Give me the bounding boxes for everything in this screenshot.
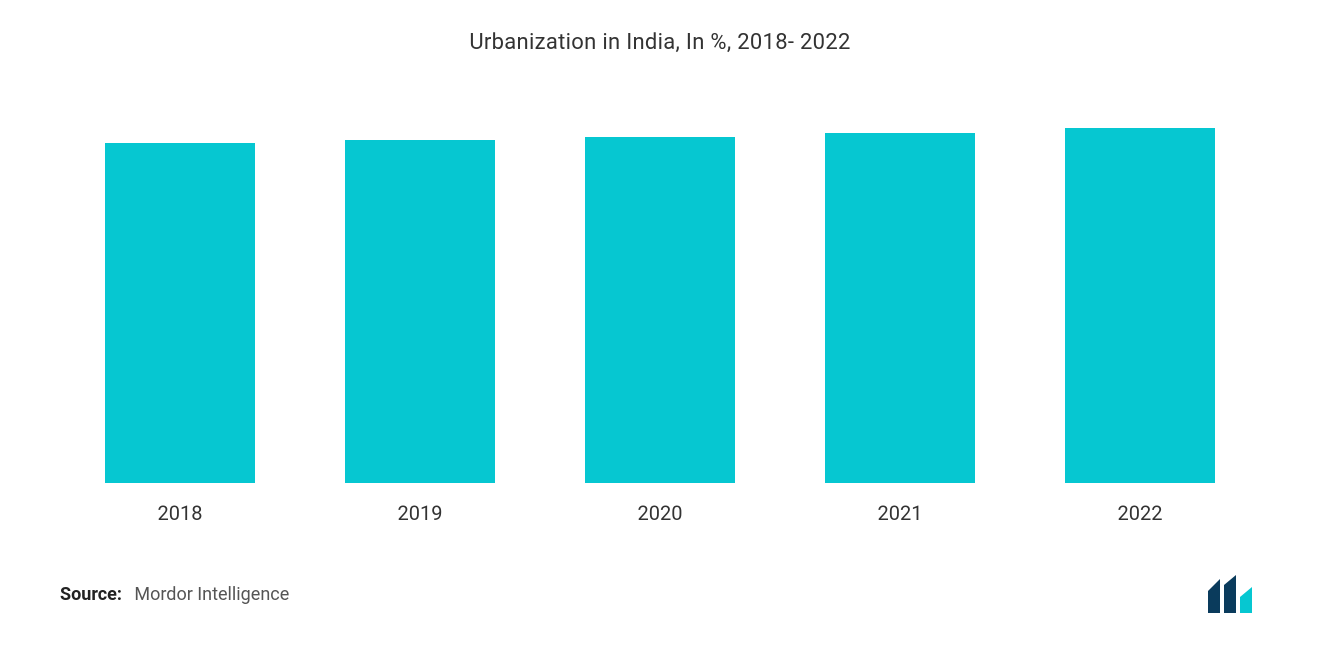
brand-logo-icon: [1204, 575, 1260, 613]
bar: [105, 143, 255, 483]
chart-footer: Source: Mordor Intelligence: [50, 575, 1270, 613]
bar-category-label: 2019: [398, 501, 443, 525]
plot-area: 2018 2019 2020 2021 2022: [50, 105, 1270, 525]
bar-category-label: 2018: [158, 501, 203, 525]
bar-category-label: 2020: [638, 501, 683, 525]
bar-category-label: 2021: [878, 501, 923, 525]
bar-group: 2022: [1020, 128, 1260, 525]
source-value: Mordor Intelligence: [134, 584, 289, 605]
source-line: Source: Mordor Intelligence: [60, 584, 289, 605]
bar: [825, 133, 975, 483]
bar: [345, 140, 495, 483]
logo-bar-3: [1240, 587, 1252, 613]
bar: [585, 137, 735, 483]
bar: [1065, 128, 1215, 483]
source-label: Source:: [60, 584, 122, 605]
chart-container: Urbanization in India, In %, 2018- 2022 …: [0, 0, 1320, 665]
bar-group: 2018: [60, 143, 300, 525]
bar-category-label: 2022: [1118, 501, 1163, 525]
logo-bar-1: [1208, 579, 1220, 613]
bar-group: 2019: [300, 140, 540, 525]
bar-group: 2020: [540, 137, 780, 525]
chart-title: Urbanization in India, In %, 2018- 2022: [50, 30, 1270, 55]
logo-bar-2: [1224, 575, 1236, 613]
bar-group: 2021: [780, 133, 1020, 525]
